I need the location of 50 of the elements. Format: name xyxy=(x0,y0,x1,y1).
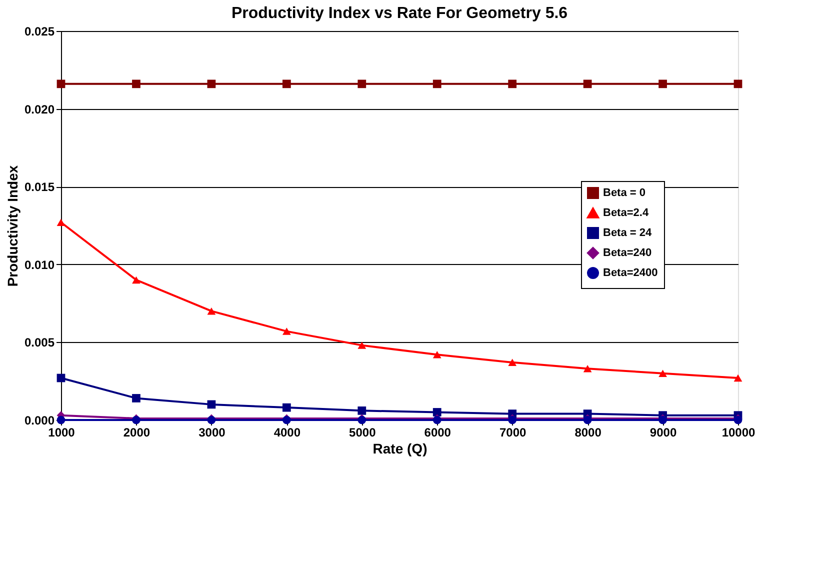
point xyxy=(583,80,592,88)
y-tick-label: 0.025 xyxy=(24,24,55,38)
legend-label: Beta = 24 xyxy=(603,227,652,239)
point xyxy=(658,80,667,88)
point xyxy=(508,80,517,88)
legend-label: Beta=2.4 xyxy=(603,207,650,219)
y-tick-label: 0.015 xyxy=(24,180,55,194)
x-tick-label: 10000 xyxy=(722,426,756,440)
legend-label: Beta = 0 xyxy=(603,187,646,199)
legend-label: Beta=2400 xyxy=(603,267,658,279)
point xyxy=(432,351,442,358)
point xyxy=(432,408,442,416)
y-tick-label: 0.020 xyxy=(24,102,55,116)
y-tick-label: 0.000 xyxy=(24,414,55,428)
point xyxy=(282,80,291,88)
point xyxy=(508,358,517,366)
y-axis-title: Productivity Index xyxy=(4,165,20,287)
point xyxy=(56,374,66,382)
x-axis-title: Rate (Q) xyxy=(372,440,428,456)
chart-title: Productivity Index vs Rate For Geometry 5.6 xyxy=(231,5,568,22)
x-tick-label: 4000 xyxy=(274,426,301,440)
x-tick-label: 2000 xyxy=(123,426,150,440)
point xyxy=(583,365,592,372)
point xyxy=(358,406,366,415)
y-tick-label: 0.005 xyxy=(24,336,55,350)
point xyxy=(56,80,66,88)
point xyxy=(358,342,366,349)
point xyxy=(282,403,291,412)
point xyxy=(358,80,366,88)
point xyxy=(132,394,140,402)
x-tick-label: 7000 xyxy=(499,426,527,440)
x-tick-label: 5000 xyxy=(349,426,376,440)
point xyxy=(56,218,66,226)
x-tick-label: 9000 xyxy=(650,426,677,440)
point xyxy=(658,370,667,377)
point xyxy=(207,80,216,88)
point xyxy=(432,80,442,88)
point xyxy=(734,80,742,88)
point xyxy=(207,307,216,315)
x-tick-label: 3000 xyxy=(198,426,226,440)
point xyxy=(734,374,742,382)
point xyxy=(132,80,140,88)
point xyxy=(282,328,291,335)
legend-label: Beta=240 xyxy=(603,247,652,259)
y-tick-label: 0.010 xyxy=(24,258,55,272)
x-tick-label: 6000 xyxy=(424,426,452,440)
x-tick-label: 8000 xyxy=(574,426,602,440)
point xyxy=(132,276,140,284)
point xyxy=(207,400,216,409)
x-tick-label: 1000 xyxy=(48,426,76,440)
